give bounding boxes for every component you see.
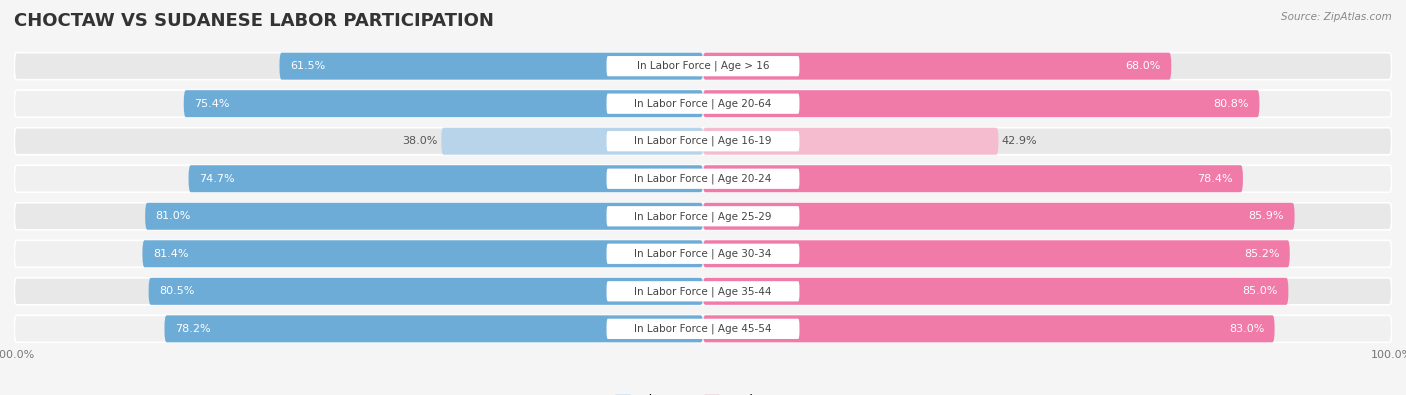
Text: In Labor Force | Age 16-19: In Labor Force | Age 16-19 [634,136,772,147]
Text: CHOCTAW VS SUDANESE LABOR PARTICIPATION: CHOCTAW VS SUDANESE LABOR PARTICIPATION [14,12,494,30]
FancyBboxPatch shape [14,278,1392,305]
Text: In Labor Force | Age 30-34: In Labor Force | Age 30-34 [634,248,772,259]
Text: 61.5%: 61.5% [290,61,325,71]
FancyBboxPatch shape [188,165,703,192]
Text: 80.5%: 80.5% [159,286,194,296]
FancyBboxPatch shape [606,56,800,76]
FancyBboxPatch shape [606,281,800,301]
FancyBboxPatch shape [14,165,1392,192]
FancyBboxPatch shape [606,131,800,151]
Text: In Labor Force | Age 25-29: In Labor Force | Age 25-29 [634,211,772,222]
FancyBboxPatch shape [145,203,703,230]
FancyBboxPatch shape [142,240,703,267]
FancyBboxPatch shape [703,53,1171,80]
Text: Source: ZipAtlas.com: Source: ZipAtlas.com [1281,12,1392,22]
Text: 78.2%: 78.2% [174,324,211,334]
FancyBboxPatch shape [606,319,800,339]
FancyBboxPatch shape [149,278,703,305]
FancyBboxPatch shape [14,53,1392,80]
Text: In Labor Force | Age 20-24: In Labor Force | Age 20-24 [634,173,772,184]
Text: 85.0%: 85.0% [1243,286,1278,296]
Text: 85.9%: 85.9% [1249,211,1284,221]
FancyBboxPatch shape [14,90,1392,117]
FancyBboxPatch shape [703,315,1275,342]
Text: 68.0%: 68.0% [1126,61,1161,71]
Text: In Labor Force | Age 20-64: In Labor Force | Age 20-64 [634,98,772,109]
FancyBboxPatch shape [703,165,1243,192]
Text: 75.4%: 75.4% [194,99,229,109]
FancyBboxPatch shape [441,128,703,155]
FancyBboxPatch shape [606,169,800,189]
FancyBboxPatch shape [703,278,1288,305]
FancyBboxPatch shape [703,128,998,155]
Text: 81.4%: 81.4% [153,249,188,259]
FancyBboxPatch shape [184,90,703,117]
Text: 81.0%: 81.0% [156,211,191,221]
Text: 38.0%: 38.0% [402,136,437,146]
Text: 83.0%: 83.0% [1229,324,1264,334]
Text: 74.7%: 74.7% [198,174,235,184]
FancyBboxPatch shape [165,315,703,342]
FancyBboxPatch shape [14,128,1392,155]
FancyBboxPatch shape [606,244,800,264]
FancyBboxPatch shape [14,315,1392,342]
FancyBboxPatch shape [280,53,703,80]
FancyBboxPatch shape [703,240,1289,267]
FancyBboxPatch shape [14,203,1392,230]
FancyBboxPatch shape [703,203,1295,230]
FancyBboxPatch shape [606,206,800,226]
Text: 42.9%: 42.9% [1002,136,1038,146]
FancyBboxPatch shape [703,90,1260,117]
Text: In Labor Force | Age 45-54: In Labor Force | Age 45-54 [634,324,772,334]
Text: 80.8%: 80.8% [1213,99,1249,109]
Text: 78.4%: 78.4% [1197,174,1233,184]
Legend: Choctaw, Sudanese: Choctaw, Sudanese [616,394,790,395]
Text: 85.2%: 85.2% [1244,249,1279,259]
Text: In Labor Force | Age > 16: In Labor Force | Age > 16 [637,61,769,71]
Text: In Labor Force | Age 35-44: In Labor Force | Age 35-44 [634,286,772,297]
FancyBboxPatch shape [606,94,800,114]
FancyBboxPatch shape [14,240,1392,267]
